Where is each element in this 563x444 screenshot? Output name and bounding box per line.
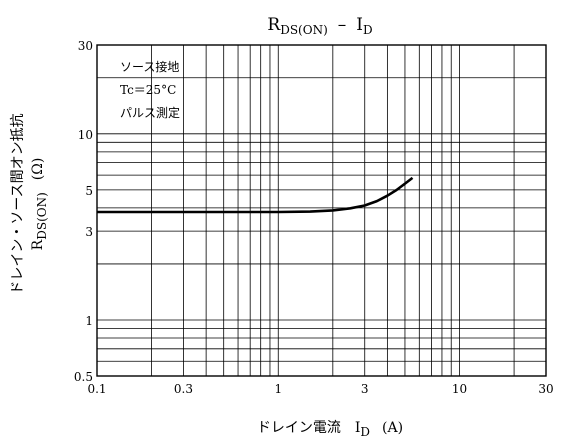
y-tick-label: 3 — [85, 225, 93, 239]
y-tick-label: 0.5 — [74, 370, 93, 384]
x-tick-label: 1 — [274, 382, 282, 396]
chart-title: RDS(ON) – ID — [267, 15, 372, 37]
grid-lines — [97, 45, 546, 376]
y-tick-label: 1 — [85, 314, 93, 328]
data-curve-group — [97, 176, 414, 214]
x-tick-label: 10 — [452, 382, 467, 396]
series-line — [97, 176, 414, 214]
annotation-grounding: ソース接地 — [120, 59, 179, 74]
plot-frame — [96, 44, 547, 377]
y-tick-label: 30 — [78, 39, 93, 53]
tick-labels: 0.1 0.3 1 3 10 30 0.5 1 3 5 10 30 — [74, 39, 554, 396]
y-axis-label: ドレイン・ソース間オン抵抗 RDS(ON)(Ω) — [10, 113, 49, 294]
y-tick-label: 10 — [78, 128, 93, 142]
annotation-temperature: Tc＝25°C — [120, 83, 176, 97]
y-tick-label: 5 — [85, 184, 93, 198]
x-tick-label: 30 — [538, 382, 553, 396]
x-tick-label: 3 — [361, 382, 369, 396]
x-tick-label: 0.3 — [174, 382, 193, 396]
x-axis-label: ドレイン電流 ID (A) — [257, 420, 403, 439]
y-axis-label-symbol: RDS(ON)(Ω) — [30, 158, 49, 251]
x-tick-label: 0.1 — [87, 382, 106, 396]
annotation-pulse: パルス測定 — [120, 105, 180, 120]
y-axis-label-jp: ドレイン・ソース間オン抵抗 — [10, 113, 26, 294]
